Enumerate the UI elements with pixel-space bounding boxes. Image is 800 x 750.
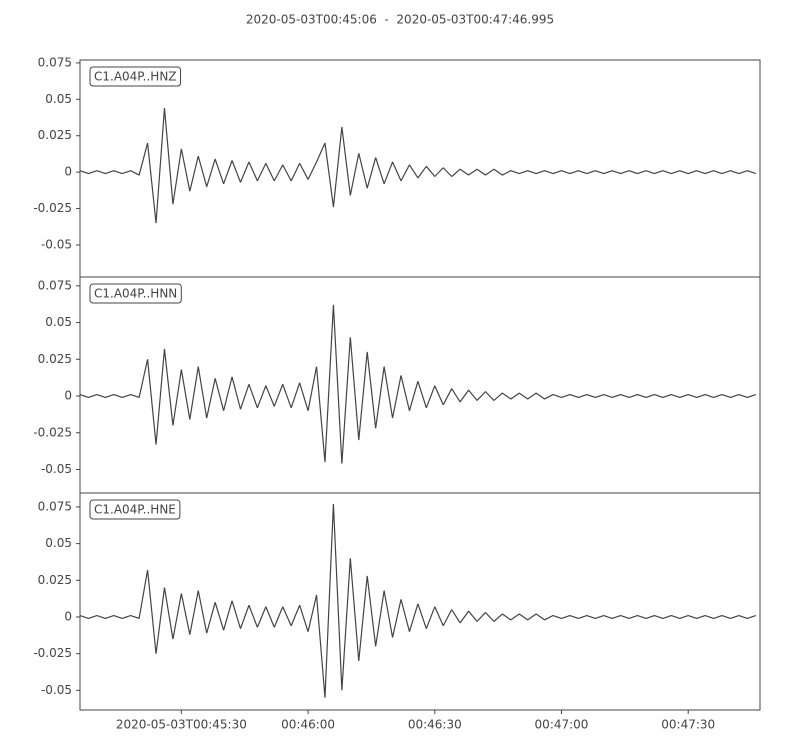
y-tick-label: 0.05	[45, 92, 72, 106]
legend-label: C1.A04P..HNZ	[94, 70, 177, 84]
x-tick-label: 00:46:00	[281, 718, 335, 732]
y-tick-label: 0.025	[38, 128, 72, 142]
panel-frame	[79, 492, 761, 711]
legend-label: C1.A04P..HNN	[94, 287, 177, 301]
waveform	[79, 304, 756, 464]
y-tick-label: 0.075	[38, 55, 72, 69]
x-tick-label: 00:47:00	[535, 718, 589, 732]
y-tick-label: -0.05	[41, 683, 72, 697]
y-tick-label: 0.05	[45, 315, 72, 329]
y-tick-label: 0	[64, 609, 72, 623]
y-tick-label: 0	[64, 389, 72, 403]
y-tick-label: -0.025	[33, 646, 72, 660]
y-tick-label: -0.025	[33, 425, 72, 439]
chart-title: 2020-05-03T00:45:06 - 2020-05-03T00:47:4…	[246, 13, 554, 27]
legend-box	[89, 283, 182, 304]
y-tick-label: 0	[64, 165, 72, 179]
y-tick-label: 0.075	[38, 499, 72, 513]
waveform	[79, 503, 756, 698]
legend-label: C1.A04P..HNE	[94, 503, 176, 517]
y-tick-label: 0.025	[38, 352, 72, 366]
y-tick-label: 0.075	[38, 278, 72, 292]
x-tick-label: 00:46:30	[408, 718, 462, 732]
legend-box	[89, 66, 182, 87]
y-tick-label: -0.025	[33, 201, 72, 215]
waveform	[79, 108, 756, 224]
legend-box	[89, 499, 181, 520]
x-tick-label: 2020-05-03T00:45:30	[116, 718, 247, 732]
x-tick-label: 00:47:30	[661, 718, 715, 732]
y-tick-label: 0.05	[45, 536, 72, 550]
y-tick-label: -0.05	[41, 462, 72, 476]
y-tick-label: 0.025	[38, 573, 72, 587]
y-tick-label: -0.05	[41, 237, 72, 251]
